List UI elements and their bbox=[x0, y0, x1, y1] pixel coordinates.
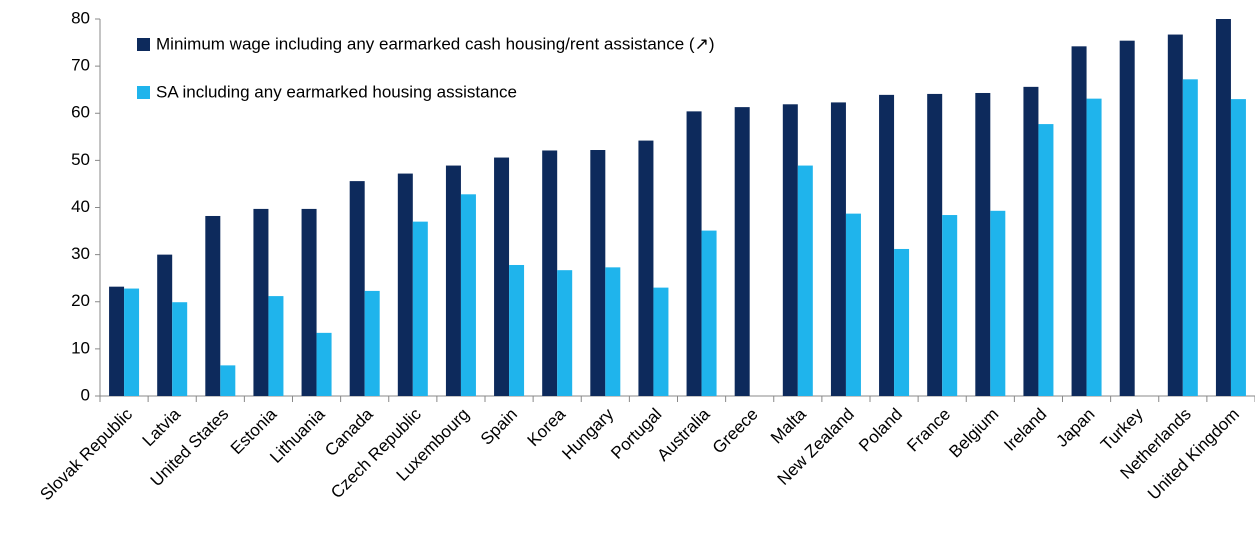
bar bbox=[124, 288, 140, 396]
bar bbox=[460, 194, 476, 396]
bar bbox=[845, 213, 861, 396]
bar bbox=[1182, 79, 1198, 396]
bar bbox=[1023, 86, 1039, 397]
bar bbox=[990, 210, 1006, 396]
y-tick-label: 70 bbox=[71, 56, 90, 75]
bar bbox=[157, 254, 173, 396]
legend-label: SA including any earmarked housing assis… bbox=[156, 82, 517, 101]
bar bbox=[797, 165, 813, 396]
y-tick-label: 30 bbox=[71, 244, 90, 263]
bar bbox=[942, 215, 958, 396]
bar bbox=[220, 365, 236, 396]
bar bbox=[316, 332, 332, 396]
y-tick-label: 40 bbox=[71, 197, 90, 216]
bar bbox=[349, 181, 365, 396]
bar bbox=[542, 150, 558, 396]
bar bbox=[653, 287, 669, 396]
bar bbox=[927, 93, 943, 397]
bar bbox=[1038, 124, 1054, 397]
x-tick-label: Belgium bbox=[945, 405, 1002, 462]
x-tick-label: Hungary bbox=[558, 404, 617, 463]
y-tick-label: 50 bbox=[71, 150, 90, 169]
bar bbox=[1119, 40, 1135, 397]
bar bbox=[109, 286, 125, 396]
bar bbox=[701, 230, 717, 396]
bar bbox=[590, 150, 606, 396]
bar bbox=[494, 157, 510, 396]
bar bbox=[894, 248, 910, 396]
y-tick-label: 60 bbox=[71, 103, 90, 122]
bar bbox=[1215, 19, 1231, 397]
bar bbox=[557, 270, 573, 396]
bar bbox=[397, 173, 413, 396]
bar bbox=[509, 264, 525, 396]
bar bbox=[638, 140, 654, 396]
x-tick-label: Australia bbox=[653, 404, 714, 465]
x-tick-label: Ireland bbox=[1000, 405, 1050, 455]
x-tick-label: Slovak Republic bbox=[36, 404, 136, 504]
bar bbox=[253, 208, 269, 396]
bar bbox=[301, 208, 317, 396]
y-tick-label: 20 bbox=[71, 291, 90, 310]
x-tick-label: Greece bbox=[709, 405, 762, 458]
x-tick-label: United Kingdom bbox=[1144, 405, 1243, 504]
bar bbox=[172, 302, 188, 396]
bar bbox=[782, 104, 798, 396]
x-tick-label: Spain bbox=[477, 405, 521, 449]
bar bbox=[1167, 34, 1183, 397]
x-tick-label: Malta bbox=[767, 404, 810, 447]
x-tick-label: Poland bbox=[855, 405, 906, 456]
y-tick-label: 80 bbox=[71, 8, 90, 27]
legend-label: Minimum wage including any earmarked cas… bbox=[156, 34, 715, 53]
bar bbox=[1230, 99, 1246, 397]
bar bbox=[605, 267, 621, 396]
x-tick-label: Latvia bbox=[139, 404, 185, 450]
bar bbox=[830, 102, 846, 396]
bar bbox=[975, 92, 991, 396]
x-tick-label: Japan bbox=[1052, 405, 1098, 451]
bar bbox=[445, 165, 461, 396]
bar bbox=[205, 215, 221, 396]
y-tick-label: 10 bbox=[71, 338, 90, 357]
bar bbox=[412, 221, 428, 396]
bars bbox=[109, 19, 1246, 397]
bar bbox=[1071, 46, 1087, 397]
bar bbox=[686, 111, 702, 397]
y-tick-label: 0 bbox=[81, 385, 90, 404]
bar bbox=[364, 290, 380, 396]
x-tick-label: Korea bbox=[524, 404, 570, 450]
bar bbox=[1086, 98, 1102, 397]
legend-swatch bbox=[137, 38, 150, 51]
bar bbox=[879, 94, 895, 396]
legend-swatch bbox=[137, 86, 150, 99]
bar bbox=[734, 107, 750, 396]
bar bbox=[268, 296, 284, 396]
